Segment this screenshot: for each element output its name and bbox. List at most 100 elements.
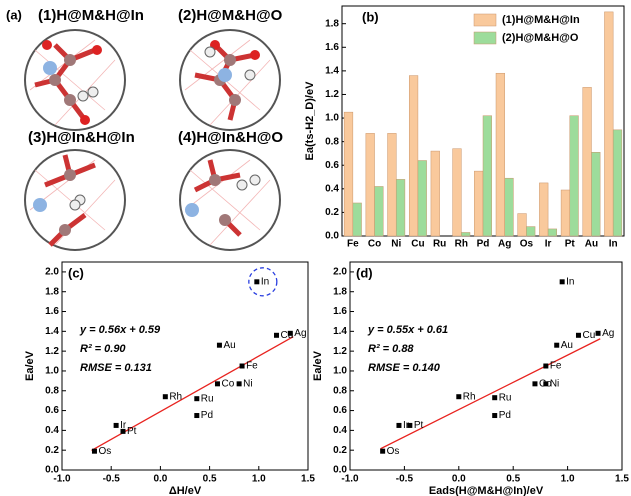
point: [288, 331, 293, 336]
point-label: Fe: [246, 361, 258, 372]
panel-label: (a): [6, 7, 22, 22]
point-label: Ni: [550, 378, 559, 389]
legend-swatch: [474, 32, 496, 44]
x-tick-label: Au: [585, 239, 598, 250]
structure-2: [180, 30, 280, 130]
x-tick-label: 1.0: [561, 474, 575, 485]
panel-a: (a) (1)H@M&H@In (2)H@M&H@O (3)H@In&H@In …: [6, 7, 283, 250]
x-tick-label: 1.5: [615, 474, 629, 485]
point-label: Pd: [499, 410, 511, 421]
x-axis-label: ΔH/eV: [169, 485, 202, 496]
point: [217, 343, 222, 348]
legend-label: (1)H@M&H@In: [502, 14, 580, 26]
point: [560, 279, 565, 284]
structure-label: (4)H@In&H@O: [178, 129, 283, 146]
point: [274, 333, 279, 338]
x-tick-label: Fe: [347, 239, 359, 250]
point: [532, 381, 537, 386]
annotation: y = 0.56x + 0.59: [79, 324, 161, 336]
bar: [453, 149, 462, 236]
legend-swatch: [474, 14, 496, 26]
y-tick-label: 1.6: [45, 306, 59, 317]
x-tick-label: -0.5: [103, 474, 121, 485]
bar: [388, 133, 397, 236]
bar: [496, 73, 505, 236]
point: [254, 279, 259, 284]
point-label: Ag: [602, 328, 614, 339]
y-tick-label: 1.2: [333, 346, 347, 357]
bar: [604, 12, 613, 236]
x-tick-label: -1.0: [53, 474, 71, 485]
y-tick-label: 1.8: [333, 286, 347, 297]
y-tick-label: 1.8: [45, 286, 59, 297]
point: [237, 381, 242, 386]
annotation: RMSE = 0.140: [368, 362, 441, 374]
point: [380, 449, 385, 454]
y-tick-label: 1.6: [333, 306, 347, 317]
x-tick-label: -0.5: [396, 474, 414, 485]
point-label: Pd: [201, 410, 213, 421]
x-tick-label: Ni: [391, 239, 401, 250]
y-tick-label: 0.6: [333, 405, 347, 416]
annotation: R² = 0.90: [80, 343, 126, 355]
point: [492, 395, 497, 400]
point: [396, 423, 401, 428]
bar: [344, 112, 353, 236]
x-tick-label: 0.0: [452, 474, 466, 485]
y-tick-label: 0.4: [333, 425, 347, 436]
point: [163, 394, 168, 399]
point-label: Au: [561, 340, 573, 351]
x-tick-label: Rh: [455, 239, 468, 250]
x-tick-label: Pd: [477, 239, 490, 250]
bar: [418, 161, 427, 236]
point-label: Os: [98, 446, 111, 457]
x-tick-label: Ir: [545, 239, 552, 250]
x-tick-label: 1.0: [252, 474, 266, 485]
y-tick-label: 1.4: [325, 66, 339, 77]
bar: [539, 183, 548, 236]
bar: [409, 76, 418, 236]
bar: [353, 203, 362, 236]
x-tick-label: In: [609, 239, 618, 250]
point: [456, 394, 461, 399]
bar: [505, 178, 514, 236]
bar: [591, 152, 600, 236]
x-tick-label: 1.5: [301, 474, 315, 485]
y-tick-label: 0.2: [333, 445, 347, 456]
structure-4: [180, 150, 280, 250]
point: [240, 364, 245, 369]
x-tick-label: Cu: [411, 239, 424, 250]
bar: [561, 190, 570, 236]
bar: [483, 116, 492, 236]
bar: [518, 214, 527, 236]
y-tick-label: 0.4: [325, 183, 339, 194]
point-label: Fe: [550, 361, 562, 372]
panel-label: (b): [362, 9, 379, 24]
point: [543, 364, 548, 369]
y-tick-label: 1.4: [333, 326, 347, 337]
y-tick-label: 0.8: [333, 385, 347, 396]
y-tick-label: 0.4: [45, 425, 59, 436]
bar: [431, 151, 440, 236]
point-label: Ru: [201, 393, 214, 404]
bar: [375, 186, 384, 236]
point-label: Pt: [414, 420, 424, 431]
structure-label: (1)H@M&H@In: [38, 7, 144, 24]
panel-label: (c): [68, 265, 84, 280]
point-label: Ag: [294, 328, 306, 339]
point: [114, 423, 119, 428]
y-tick-label: 1.6: [325, 42, 339, 53]
bar: [526, 227, 535, 236]
figure: (a) (1)H@M&H@In (2)H@M&H@O (3)H@In&H@In …: [0, 0, 631, 496]
y-tick-label: 0.6: [45, 405, 59, 416]
point: [92, 449, 97, 454]
x-tick-label: Co: [368, 239, 381, 250]
bar: [474, 171, 483, 236]
point-label: Co: [221, 378, 234, 389]
structure-3: [25, 150, 125, 250]
point: [576, 333, 581, 338]
point: [543, 381, 548, 386]
y-tick-label: 0.8: [325, 136, 339, 147]
y-tick-label: 0.0: [325, 231, 339, 242]
x-axis-label: Eads(H@M&H@In)/eV: [429, 485, 544, 496]
